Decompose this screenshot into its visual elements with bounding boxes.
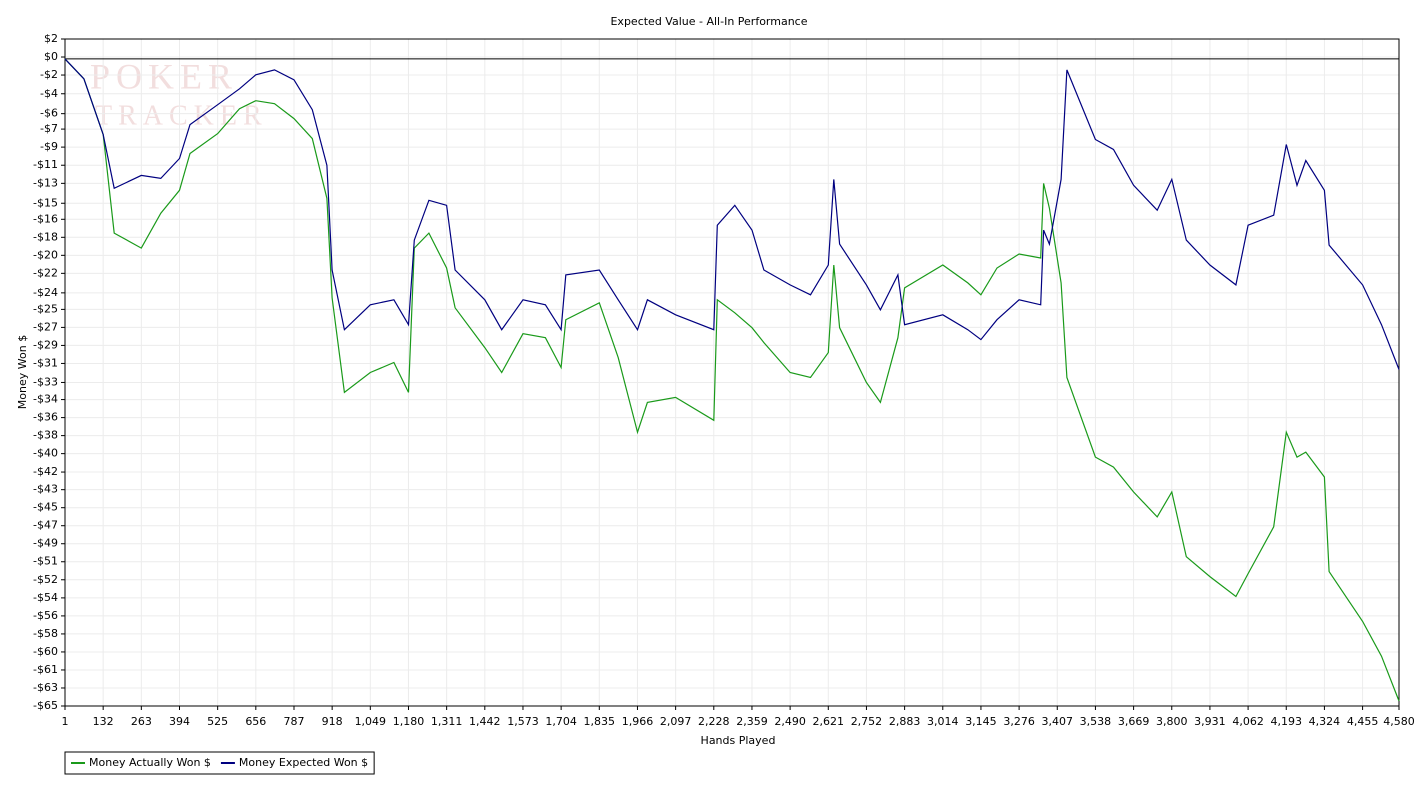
legend-box — [64, 751, 375, 775]
x-tick-label: 1,966 — [622, 715, 654, 728]
chart-title: Expected Value - All-In Performance — [610, 15, 807, 28]
x-tick-label: 4,455 — [1347, 715, 1379, 728]
y-tick-label: -$9 — [40, 140, 58, 153]
y-tick-label: -$40 — [33, 447, 58, 460]
y-tick-label: -$11 — [33, 158, 58, 171]
x-tick-label: 3,800 — [1156, 715, 1188, 728]
x-tick-label: 1,704 — [545, 715, 577, 728]
y-tick-label: -$16 — [33, 212, 58, 225]
x-tick-label: 2,490 — [774, 715, 806, 728]
y-tick-label: -$4 — [40, 87, 58, 100]
x-tick-label: 263 — [131, 715, 152, 728]
y-tick-label: -$47 — [33, 519, 58, 532]
y-tick-label: -$56 — [33, 609, 58, 622]
y-tick-label: -$61 — [33, 663, 58, 676]
y-tick-label: -$22 — [33, 266, 58, 279]
y-tick-label: -$52 — [33, 573, 58, 586]
y-tick-label: -$54 — [33, 591, 58, 604]
y-tick-label: -$18 — [33, 230, 58, 243]
x-tick-label: 2,228 — [698, 715, 730, 728]
y-tick-label: -$27 — [33, 320, 58, 333]
y-tick-label: -$63 — [33, 681, 58, 694]
x-tick-label: 1 — [62, 715, 69, 728]
x-tick-label: 1,442 — [469, 715, 501, 728]
y-tick-label: -$38 — [33, 429, 58, 442]
y-tick-label: -$31 — [33, 356, 58, 369]
y-tick-label: -$20 — [33, 248, 58, 261]
x-tick-label: 394 — [169, 715, 190, 728]
y-tick-label: -$7 — [40, 122, 58, 135]
legend-label: Money Expected Won $ — [239, 756, 368, 769]
x-tick-label: 4,580 — [1383, 715, 1415, 728]
x-tick-label: 4,062 — [1232, 715, 1264, 728]
x-tick-label: 3,407 — [1042, 715, 1074, 728]
y-tick-label: -$33 — [33, 375, 58, 388]
series-line — [64, 58, 1400, 702]
watermark: TRACKER — [95, 100, 268, 131]
x-tick-label: 3,538 — [1080, 715, 1112, 728]
y-tick-label: -$25 — [33, 302, 58, 315]
y-tick-label: -$2 — [40, 68, 58, 81]
watermark: POKER — [90, 56, 238, 96]
x-tick-label: 787 — [283, 715, 304, 728]
y-tick-label: -$6 — [40, 107, 58, 120]
x-tick-label: 1,049 — [355, 715, 387, 728]
y-axis-label: Money Won $ — [16, 335, 29, 409]
x-tick-label: 918 — [322, 715, 343, 728]
y-tick-label: -$29 — [33, 338, 58, 351]
x-tick-label: 1,835 — [584, 715, 616, 728]
y-tick-label: -$42 — [33, 465, 58, 478]
y-tick-label: -$24 — [33, 286, 58, 299]
x-tick-label: 656 — [245, 715, 266, 728]
series-line — [64, 58, 1400, 370]
x-tick-label: 3,931 — [1194, 715, 1226, 728]
y-tick-label: -$45 — [33, 501, 58, 514]
x-tick-label: 1,573 — [507, 715, 539, 728]
y-tick-label: -$13 — [33, 176, 58, 189]
x-tick-label: 2,621 — [813, 715, 845, 728]
x-tick-label: 2,097 — [660, 715, 692, 728]
plot-frame — [64, 38, 1400, 707]
x-axis-label: Hands Played — [701, 734, 776, 747]
x-tick-label: 3,145 — [965, 715, 997, 728]
x-tick-label: 4,324 — [1309, 715, 1341, 728]
x-tick-label: 1,311 — [431, 715, 463, 728]
x-tick-label: 2,883 — [889, 715, 921, 728]
x-tick-label: 3,014 — [927, 715, 959, 728]
x-tick-label: 3,276 — [1003, 715, 1035, 728]
y-tick-label: -$60 — [33, 645, 58, 658]
y-tick-label: -$36 — [33, 411, 58, 424]
y-tick-label: -$34 — [33, 393, 58, 406]
x-tick-label: 3,669 — [1118, 715, 1150, 728]
y-tick-label: $0 — [44, 50, 58, 63]
y-tick-label: -$51 — [33, 555, 58, 568]
y-tick-label: -$49 — [33, 537, 58, 550]
y-tick-label: -$43 — [33, 483, 58, 496]
x-tick-label: 2,752 — [851, 715, 883, 728]
y-tick-label: $2 — [44, 32, 58, 45]
x-tick-label: 1,180 — [393, 715, 425, 728]
y-tick-label: -$15 — [33, 196, 58, 209]
x-tick-label: 525 — [207, 715, 228, 728]
x-tick-label: 2,359 — [736, 715, 768, 728]
y-tick-label: -$65 — [33, 699, 58, 712]
legend-label: Money Actually Won $ — [89, 756, 211, 769]
x-tick-label: 4,193 — [1271, 715, 1303, 728]
y-tick-label: -$58 — [33, 627, 58, 640]
x-tick-label: 132 — [93, 715, 114, 728]
